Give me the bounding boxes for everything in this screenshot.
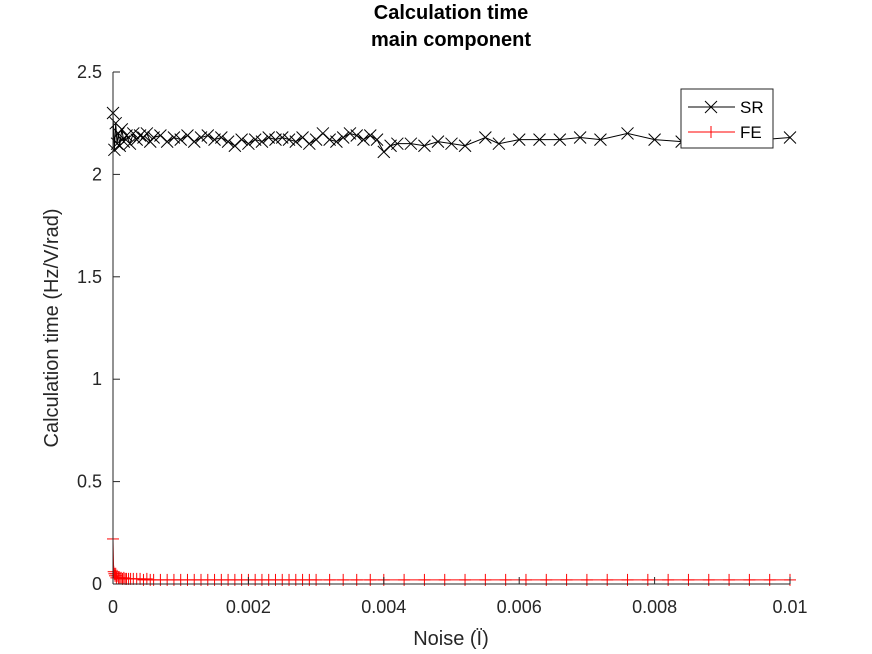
plot-area xyxy=(106,106,797,586)
series-sr-point xyxy=(323,133,336,146)
series-sr-point xyxy=(115,122,129,136)
series-sr-point xyxy=(418,139,431,153)
x-tick-label: 0.01 xyxy=(772,597,807,617)
series-sr-point xyxy=(275,131,289,144)
legend-entries: SR FE xyxy=(688,98,764,142)
series-fe-point xyxy=(117,571,130,584)
series-sr-point xyxy=(330,135,343,148)
series-sr-point xyxy=(123,137,137,151)
y-tick-label: 1.5 xyxy=(77,267,102,287)
x-axis-label: Noise (Ï) xyxy=(413,628,489,650)
legend-item-fe: FE xyxy=(688,123,762,142)
series-fe xyxy=(107,532,796,586)
y-tick-label: 0 xyxy=(92,574,102,594)
series-sr-point xyxy=(262,131,276,144)
series-sr-point xyxy=(242,137,255,151)
legend-marker-sr xyxy=(704,100,718,114)
series-sr-point xyxy=(167,131,181,144)
series-sr-point xyxy=(553,133,567,146)
x-tick-label: 0.004 xyxy=(361,597,406,617)
series-sr-point xyxy=(492,137,506,151)
series-fe-point xyxy=(140,572,153,585)
series-sr-point xyxy=(289,135,303,148)
series-sr-point xyxy=(594,133,607,146)
legend-item-sr: SR xyxy=(688,98,764,117)
series-sr-point xyxy=(187,135,201,148)
y-tick-label: 2.5 xyxy=(77,62,102,82)
series-sr-point xyxy=(282,133,296,146)
chart-title-line-1: Calculation time xyxy=(374,2,528,24)
series-sr-point xyxy=(208,133,221,146)
series-sr-point xyxy=(214,131,228,144)
x-tick-label: 0.002 xyxy=(226,597,271,617)
series-sr-point xyxy=(302,137,316,151)
legend-label-fe: FE xyxy=(740,123,762,142)
series-sr-point xyxy=(269,133,282,146)
series-sr-point xyxy=(363,129,377,142)
y-tick-label: 1 xyxy=(92,369,102,389)
series-sr-point xyxy=(431,135,445,148)
series-sr-point xyxy=(147,131,160,144)
legend-box xyxy=(680,88,774,149)
y-tick-label: 0.5 xyxy=(77,472,102,492)
series-sr-point xyxy=(133,129,147,142)
y-axis-label: Calculation time (Hz/V/rad) xyxy=(41,209,63,448)
series-sr-point xyxy=(343,127,357,140)
series-sr-point xyxy=(174,133,188,146)
series-sr-point xyxy=(533,133,546,146)
series-sr-point xyxy=(140,127,154,140)
series-sr-point xyxy=(201,129,215,142)
series-sr-point xyxy=(248,133,262,146)
series-sr-point xyxy=(108,143,121,157)
series-sr-point xyxy=(255,135,269,148)
series-sr-point xyxy=(126,127,140,140)
legend-marker-fe xyxy=(705,126,717,138)
series-fe-line xyxy=(112,538,790,581)
series-sr-point xyxy=(783,131,797,144)
series-sr-point xyxy=(445,137,458,151)
series-sr-point xyxy=(221,135,235,148)
series-sr-point xyxy=(235,133,248,146)
series-sr-point xyxy=(120,129,133,142)
y-ticks: 0 0.5 1 1.5 2 2.5 xyxy=(77,62,120,594)
series-sr-point xyxy=(194,131,208,144)
series-sr-point xyxy=(458,139,472,153)
x-tick-label: 0.008 xyxy=(632,597,677,617)
series-sr-point xyxy=(384,139,397,153)
series-sr-point xyxy=(404,137,418,151)
series-sr-point xyxy=(390,137,404,151)
legend: SR FE xyxy=(680,88,774,149)
series-sr-point xyxy=(512,133,526,146)
series-sr-point xyxy=(478,131,492,144)
legend-label-sr: SR xyxy=(740,98,764,117)
series-sr-point xyxy=(160,135,174,148)
x-tick-label: 0 xyxy=(108,597,118,617)
series-sr-point xyxy=(357,133,370,146)
y-tick-label: 2 xyxy=(92,164,102,184)
series-sr-point xyxy=(370,133,384,146)
series-sr-point xyxy=(350,129,364,142)
chart-title-line-2: main component xyxy=(371,29,531,51)
series-sr-point xyxy=(648,133,661,146)
series-sr-point xyxy=(621,127,634,140)
series-sr-point xyxy=(336,131,350,144)
series-sr-point xyxy=(573,131,587,144)
x-tick-label: 0.006 xyxy=(497,597,542,617)
x-ticks: 0 0.002 0.004 0.006 0.008 0.01 xyxy=(108,577,808,617)
